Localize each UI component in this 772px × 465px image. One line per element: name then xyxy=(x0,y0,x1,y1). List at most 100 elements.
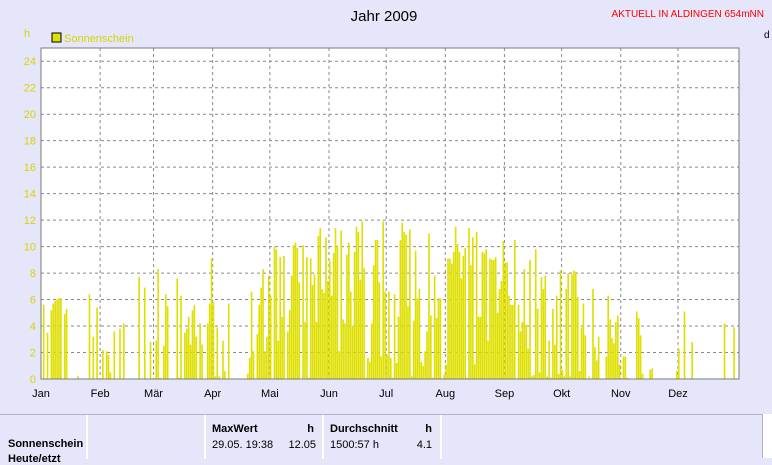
bar-day-274 xyxy=(561,369,564,379)
bar-day-162 xyxy=(348,242,350,379)
bar-day-163 xyxy=(349,291,352,379)
bar-day-241 xyxy=(498,288,501,379)
bar-day-118 xyxy=(264,351,266,379)
bar-day-92 xyxy=(214,376,217,379)
cut-off-label: d xyxy=(764,30,770,41)
bar-day-136 xyxy=(298,282,301,379)
bar-day-237 xyxy=(491,259,493,379)
bar-day-281 xyxy=(574,271,577,379)
y-axis-unit-label: h xyxy=(24,28,30,40)
bar-day-161 xyxy=(346,254,348,379)
bar-day-186 xyxy=(393,294,396,379)
stats-max-cell: MaxWert h 29.05. 19:38 12.05 xyxy=(206,415,324,459)
bar-day-42 xyxy=(119,328,121,379)
bar-day-243 xyxy=(502,241,505,379)
bar-day-165 xyxy=(353,251,356,379)
bar-day-303 xyxy=(616,315,619,379)
plot-area xyxy=(41,48,739,379)
y-tick-label: 16 xyxy=(24,162,36,174)
x-tick-labels: Jan Feb Mär Apr Mai Jun Jul Aug Sep Okt Nov Dez xyxy=(32,388,688,400)
bar-day-223 xyxy=(464,247,466,379)
bar-day-26 xyxy=(88,294,91,379)
bar-day-151 xyxy=(327,281,329,379)
bar-day-82 xyxy=(195,336,198,379)
bar-day-290 xyxy=(592,288,594,379)
bar-day-249 xyxy=(513,239,516,379)
bar-day-221 xyxy=(460,278,463,379)
bar-day-276 xyxy=(565,288,568,379)
bar-day-321 xyxy=(651,368,653,379)
bar-day-134 xyxy=(294,242,297,379)
bar-day-138 xyxy=(302,245,304,379)
bar-day-304 xyxy=(618,364,621,379)
bar-day-2 xyxy=(42,304,45,379)
bar-day-364 xyxy=(733,327,735,379)
x-tick-label: Jan xyxy=(32,388,50,400)
bar-day-185 xyxy=(391,377,394,379)
bar-day-253 xyxy=(521,322,524,379)
bar-day-234 xyxy=(485,249,487,379)
bar-day-206 xyxy=(431,377,434,379)
bar-day-14 xyxy=(65,308,68,379)
x-tick-label: Feb xyxy=(91,388,110,400)
bar-day-148 xyxy=(321,288,323,379)
bar-day-173 xyxy=(369,361,371,379)
bar-day-286 xyxy=(584,335,587,379)
bar-day-270 xyxy=(554,344,556,379)
bar-day-116 xyxy=(260,287,262,379)
bar-day-133 xyxy=(292,245,295,379)
bar-day-302 xyxy=(615,322,617,379)
bar-day-178 xyxy=(378,282,381,379)
bar-day-338 xyxy=(683,311,686,379)
bar-day-199 xyxy=(418,288,421,379)
sunshine-chart: Jahr 2009 AKTUELL IN ALDINGEN 654mNN h S… xyxy=(24,8,764,400)
bar-day-135 xyxy=(296,247,299,379)
bar-day-269 xyxy=(552,308,554,379)
bar-day-193 xyxy=(407,306,409,379)
bar-day-119 xyxy=(266,336,268,379)
bar-day-125 xyxy=(277,340,280,379)
bar-day-110 xyxy=(248,357,251,379)
bar-day-174 xyxy=(370,323,373,379)
bar-day-215 xyxy=(449,258,451,379)
avg-header: Durchschnitt xyxy=(330,423,398,435)
bar-day-207 xyxy=(433,275,436,379)
bar-day-260 xyxy=(534,249,537,379)
bar-day-143 xyxy=(311,285,314,379)
bar-day-238 xyxy=(492,259,495,379)
bar-day-66 xyxy=(164,294,167,379)
bar-day-236 xyxy=(489,258,491,379)
bar-day-89 xyxy=(208,303,211,379)
y-tick-label: 18 xyxy=(24,136,36,148)
bar-day-149 xyxy=(323,292,325,379)
bar-day-220 xyxy=(458,251,461,379)
bar-day-192 xyxy=(405,234,407,379)
bar-day-189 xyxy=(399,239,402,379)
max-header: MaxWert xyxy=(212,423,258,435)
bar-day-258 xyxy=(531,376,533,379)
bar-day-300 xyxy=(611,337,613,379)
bar-day-272 xyxy=(557,373,560,379)
bar-day-263 xyxy=(540,277,543,379)
bar-day-28 xyxy=(92,336,95,379)
bar-day-91 xyxy=(212,302,215,379)
bar-day-229 xyxy=(475,232,478,379)
bar-day-293 xyxy=(597,336,600,379)
bar-day-167 xyxy=(357,232,360,379)
bar-day-202 xyxy=(424,351,426,379)
bar-day-190 xyxy=(401,222,404,379)
bar-day-213 xyxy=(445,364,447,379)
bar-day-44 xyxy=(123,323,125,379)
bar-day-248 xyxy=(512,304,514,379)
bar-day-175 xyxy=(372,265,375,379)
stats-filler-cell xyxy=(442,415,762,459)
bar-day-126 xyxy=(279,257,282,379)
stats-avg-cell: Durchschnitt h 1500:57 h 4.1 xyxy=(324,415,442,459)
bar-day-232 xyxy=(481,251,484,379)
bar-day-231 xyxy=(479,316,482,379)
scrollbar-stub[interactable] xyxy=(762,414,772,458)
bar-day-177 xyxy=(376,239,379,379)
bar-day-306 xyxy=(622,356,625,379)
bar-day-184 xyxy=(390,357,392,379)
bar-day-334 xyxy=(676,371,678,379)
